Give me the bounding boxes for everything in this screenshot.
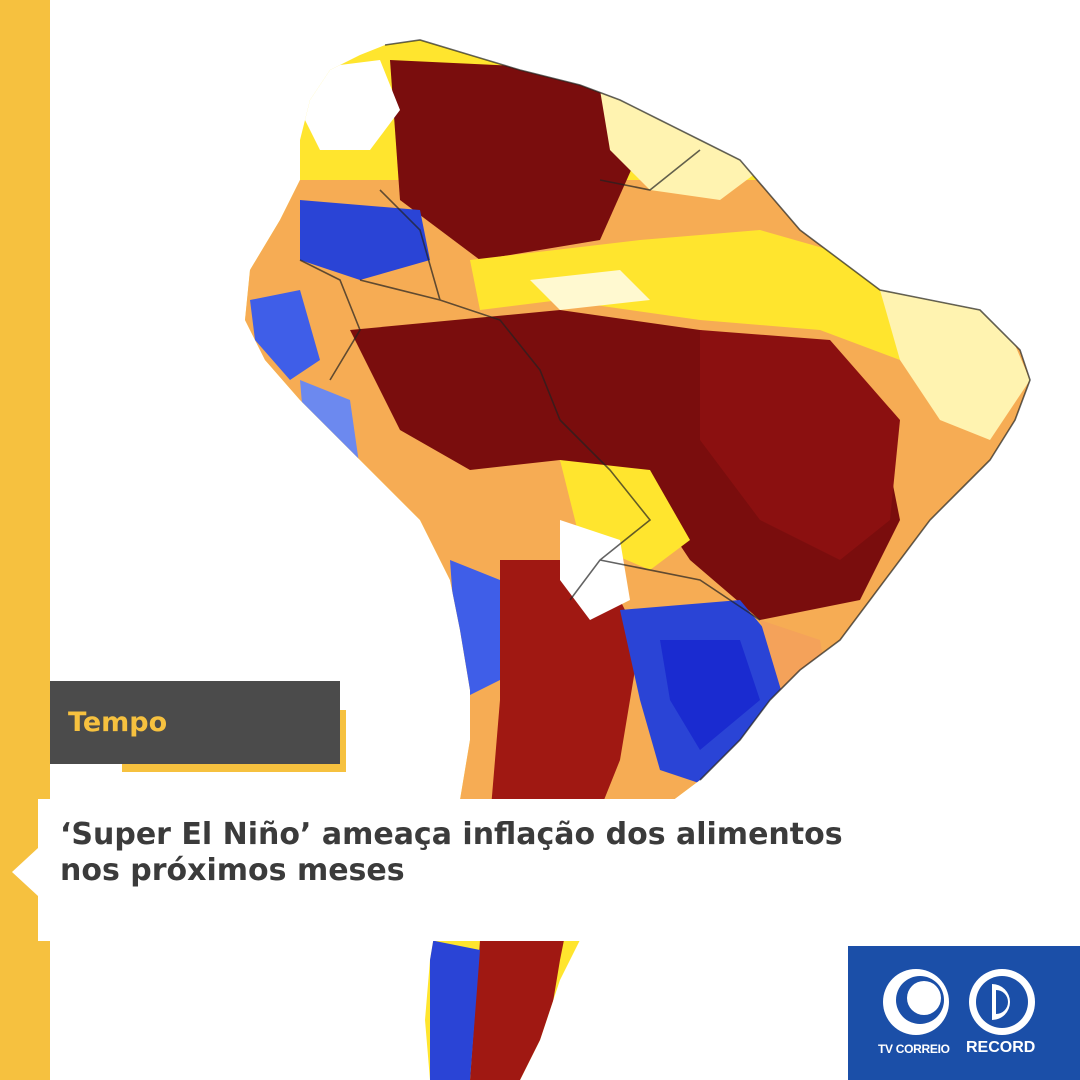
category-tag[interactable]: Tempo [50, 681, 340, 764]
record-label: RECORD [966, 1039, 1036, 1056]
tv-correio-label: TV CORREIO [878, 1042, 950, 1056]
broadcaster-logos: TV CORREIO RECORD [848, 946, 1080, 1080]
headline-pointer [12, 848, 38, 896]
headline-line-1: ‘Super El Niño’ ameaça inflação dos alim… [60, 817, 843, 852]
tv-correio-logo-icon [883, 969, 949, 1035]
headline-panel: ‘Super El Niño’ ameaça inflação dos alim… [38, 799, 848, 941]
headline-line-2: nos próximos meses [60, 853, 405, 888]
headline-title: ‘Super El Niño’ ameaça inflação dos alim… [60, 817, 843, 889]
category-label: Tempo [68, 707, 168, 738]
record-logo-icon [969, 969, 1035, 1035]
